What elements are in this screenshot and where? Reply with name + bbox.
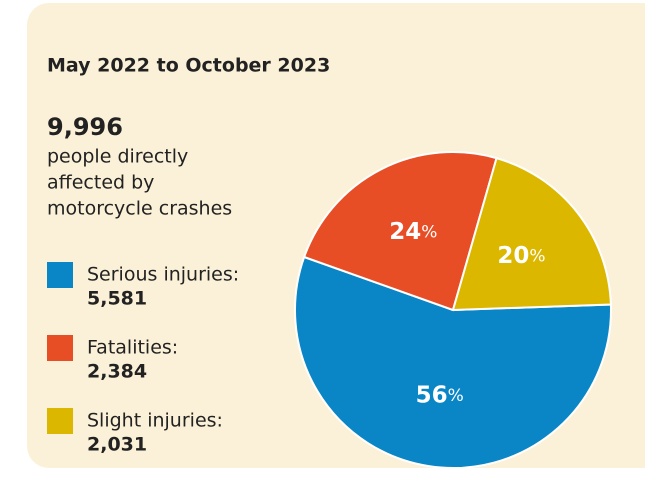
slice-label: 56% (416, 382, 464, 408)
total: 9,996 (47, 113, 123, 141)
pie-slice (294, 255, 612, 469)
legend-label: Fatalities: (87, 337, 178, 359)
legend-swatch (47, 335, 73, 361)
legend-label: Serious injuries: (87, 264, 239, 286)
pie-slice (451, 156, 612, 312)
slice-label: 24% (389, 219, 437, 245)
legend-count: 2,384 (87, 361, 147, 383)
pie-slice (302, 151, 498, 312)
chart-title: May 2022 to October 2023 (47, 55, 330, 77)
subtitle: affected by (47, 172, 154, 194)
subtitle: motorcycle crashes (47, 198, 232, 220)
legend-count: 2,031 (87, 434, 147, 456)
legend-swatch (47, 408, 73, 434)
legend-label: Slight injuries: (87, 410, 223, 432)
legend-swatch (47, 262, 73, 288)
slice-label: 20% (497, 243, 545, 269)
subtitle: people directly (47, 146, 188, 168)
legend-count: 5,581 (87, 288, 147, 310)
